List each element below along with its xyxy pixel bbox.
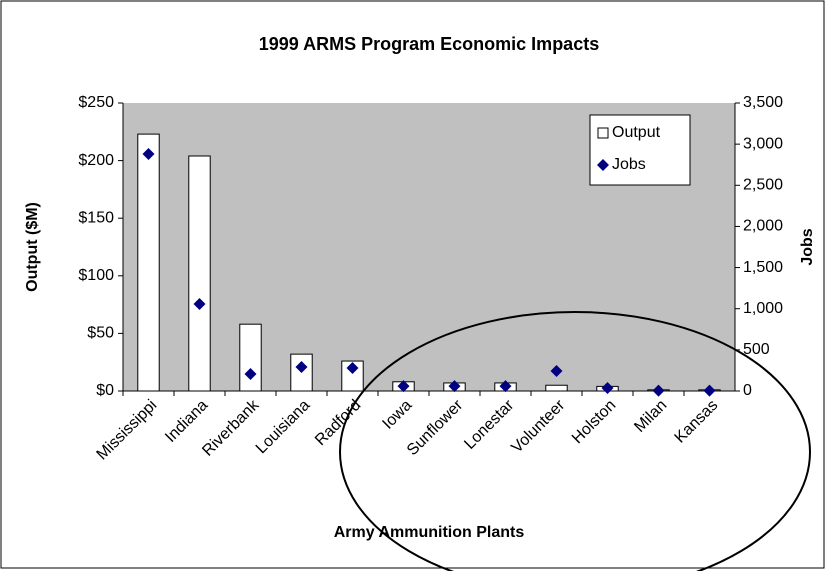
y2-tick-label: 3,000 — [743, 135, 783, 152]
jobs-marker — [499, 380, 512, 393]
y2-tick-label: 1,500 — [743, 259, 783, 276]
jobs-marker — [295, 360, 308, 373]
jobs-marker — [142, 148, 155, 161]
legend-box — [589, 114, 691, 186]
jobs-marker — [652, 384, 665, 397]
y2-tick-label: 500 — [743, 341, 770, 358]
jobs-marker — [448, 380, 461, 393]
jobs-marker — [397, 380, 410, 393]
chart-title: 1999 ARMS Program Economic Impacts — [259, 34, 599, 54]
y2-tick-label: 2,500 — [743, 177, 783, 194]
jobs-marker — [703, 384, 716, 397]
bar — [239, 323, 262, 392]
y2-tick-label: 3,500 — [743, 94, 783, 111]
jobs-marker — [601, 382, 614, 395]
jobs-marker — [550, 365, 563, 378]
y-tick-label: $100 — [78, 267, 114, 284]
y2-tick-label: 2,000 — [743, 218, 783, 235]
y2-tick-label: 0 — [743, 382, 752, 399]
x-axis-label: Army Ammunition Plants — [334, 524, 525, 541]
y-tick-label: $50 — [87, 325, 114, 342]
legend-label: Jobs — [612, 156, 646, 173]
jobs-marker — [346, 361, 359, 374]
annotation-ellipse — [339, 311, 811, 571]
y2-tick-label: 1,000 — [743, 300, 783, 317]
y-tick-label: $150 — [78, 209, 114, 226]
bar — [137, 133, 160, 392]
legend-swatch — [597, 127, 609, 139]
y-axis-label: Output ($M) — [24, 202, 41, 292]
y-tick-label: $250 — [78, 94, 114, 111]
y2-axis-label: Jobs — [799, 228, 816, 265]
bar — [188, 155, 211, 392]
legend-swatch — [597, 159, 609, 171]
jobs-marker — [193, 298, 206, 311]
jobs-marker — [244, 367, 257, 380]
y-tick-label: $0 — [96, 382, 114, 399]
bar — [545, 384, 568, 392]
legend-label: Output — [612, 124, 661, 141]
y-tick-label: $200 — [78, 152, 114, 169]
